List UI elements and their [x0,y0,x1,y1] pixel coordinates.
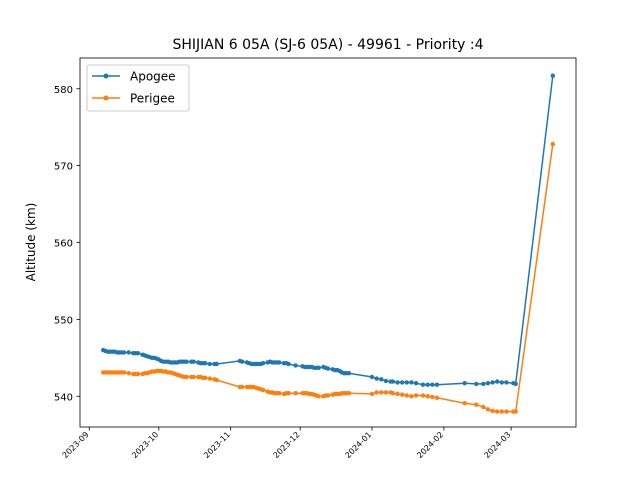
apogee-point [550,73,555,78]
perigee-point [383,390,389,395]
apogee-point [413,381,419,386]
perigee-point [499,409,504,414]
perigee-point [430,394,435,400]
apogee-point [504,380,509,385]
apogee-point [214,361,219,367]
perigee-point [121,370,127,375]
legend-label-apogee: Apogee [130,70,176,84]
apogee-point [184,359,189,364]
perigee-point [504,409,509,414]
perigee-point [409,394,414,399]
apogee-point [404,380,409,385]
perigee-point [490,408,495,414]
perigee-point [474,402,479,407]
apogee-point [126,350,131,355]
perigee-point [420,393,426,398]
apogee-point [390,379,396,384]
legend-marker-perigee [103,95,109,101]
legend-label-perigee: Perigee [130,92,175,106]
apogee-point [240,359,245,364]
perigee-point [203,375,208,380]
perigee-point [462,401,467,406]
y-tick-label: 580 [54,85,73,96]
plot-area [101,73,555,414]
apogee-point [346,371,352,376]
perigee-point [434,395,440,400]
perigee-point [404,393,409,398]
apogee-point [191,359,196,364]
perigee-point [369,391,375,397]
apogee-point [409,380,414,385]
apogee-point [395,380,400,385]
legend-marker-apogee [103,73,109,79]
perigee-point [413,393,419,398]
apogee-point [207,361,212,367]
apogee-point [400,380,405,385]
perigee-point [293,391,298,396]
chart-title: SHIJIAN 6 05A (SJ-6 05A) - 49961 - Prior… [172,37,483,53]
legend: Apogee Perigee [86,64,190,112]
apogee-point [293,363,298,368]
perigee-point [214,377,219,383]
apogee-point [495,379,500,384]
apogee-point [374,376,379,381]
perigee-point [400,392,405,397]
perigee-point [184,374,189,380]
perigee-point [513,409,518,414]
perigee-point [207,376,212,381]
y-tick-label: 550 [54,315,73,326]
apogee-point [490,380,495,385]
perigee-point [191,374,196,380]
perigee-point [379,390,384,395]
perigee-point [550,141,555,147]
perigee-point [260,387,266,393]
perigee-point [126,371,131,376]
apogee-point [474,381,479,387]
perigee-point [495,409,500,414]
perigee-point [277,391,282,396]
apogee-point [462,381,467,386]
perigee-point [346,391,352,396]
apogee-point [316,365,321,370]
perigee-point [485,407,491,412]
apogee-point [325,366,331,371]
apogee-point [121,350,127,355]
perigee-point [286,391,291,396]
perigee-point [135,371,141,377]
apogee-point [485,381,491,386]
apogee-point [481,381,486,387]
perigee-point [316,394,321,399]
apogee-point [420,382,426,387]
apogee-point [383,378,389,384]
apogee-point [499,380,504,385]
perigee-point [390,391,396,396]
apogee-point [434,382,440,387]
apogee-point [379,377,384,382]
apogee-point [430,382,435,387]
perigee-point [240,384,245,390]
apogee-point [369,374,375,380]
apogee-point [286,361,291,367]
y-tick-label: 540 [54,392,73,403]
apogee-point [425,382,430,387]
perigee-point [425,394,430,399]
perigee-point [481,404,486,410]
apogee-point [203,361,208,366]
apogee-point [135,351,141,356]
y-axis-label: Altitude (km) [24,203,38,282]
perigee-point [374,390,379,395]
apogee-point [260,361,266,366]
perigee-point [395,391,400,397]
apogee-point [277,360,282,365]
y-tick-label: 560 [54,239,73,250]
apogee-point [513,381,518,387]
perigee-point [325,393,331,398]
y-tick-label: 570 [54,162,73,173]
